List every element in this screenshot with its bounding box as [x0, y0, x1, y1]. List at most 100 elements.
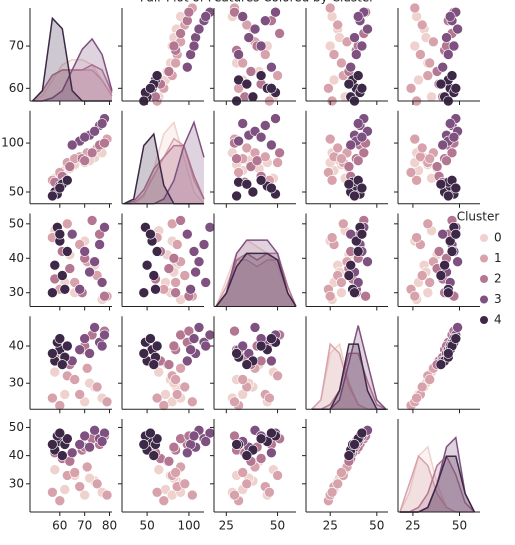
scatter-point [179, 478, 191, 490]
scatter-point [448, 40, 460, 52]
scatter-point [69, 467, 80, 478]
scatter-point [241, 478, 253, 490]
scatter-point [66, 228, 78, 240]
scatter-point [422, 287, 434, 299]
scatter-point [345, 259, 357, 271]
scatter-point [409, 2, 421, 14]
scatter-point [424, 153, 436, 164]
scatter-point [198, 239, 210, 250]
legend-label: 4 [494, 313, 502, 327]
scatter-point [435, 270, 447, 281]
scatter-point [422, 70, 434, 81]
kde-area [311, 344, 387, 410]
kde-area [399, 456, 475, 512]
scatter-point [266, 83, 277, 94]
scatter-point [229, 489, 240, 501]
kde-line [399, 454, 475, 513]
scatter-point [74, 481, 85, 492]
panel: 30 40 50 [9, 213, 113, 311]
scatter-point [171, 239, 183, 250]
panel: 30 40 [9, 316, 113, 414]
scatter-point [145, 83, 156, 94]
scatter-point [439, 259, 450, 271]
scatter-point [148, 450, 160, 461]
scatter-point [145, 333, 156, 344]
kde-line [32, 58, 113, 102]
scatter-point [350, 235, 362, 247]
scatter-point [435, 78, 447, 90]
scatter-point [452, 322, 463, 333]
scatter-point [337, 218, 349, 230]
scatter-point [336, 277, 347, 288]
scatter-point [170, 287, 181, 299]
scatter-point [168, 252, 180, 264]
scatter-point [163, 263, 175, 274]
x-tick-label: 25 [323, 519, 338, 533]
scatter-point [64, 263, 76, 274]
scatter-point [452, 256, 463, 268]
scatter-point [233, 49, 244, 60]
panel [302, 2, 388, 107]
scatter-point [241, 450, 253, 461]
y-tick-label: 30 [9, 285, 24, 299]
scatter-point [84, 441, 95, 453]
kde-area [32, 64, 112, 101]
scatter-point [47, 190, 58, 202]
scatter-point [255, 340, 267, 352]
scatter-point [153, 366, 165, 378]
scatter-point [349, 190, 360, 202]
scatter-point [66, 447, 78, 459]
scatter-point [405, 167, 417, 178]
kde-line [32, 37, 113, 102]
scatter-point [435, 178, 447, 190]
scatter-point [442, 190, 454, 202]
panel [394, 316, 480, 414]
scatter-point [74, 439, 85, 450]
scatter-point [49, 366, 61, 378]
scatter-point [79, 131, 90, 143]
scatter-point [79, 246, 90, 257]
scatter-point [441, 155, 452, 166]
scatter-point [336, 153, 347, 164]
legend-marker [480, 316, 488, 324]
scatter-point [153, 464, 165, 476]
scatter-point [349, 32, 360, 43]
legend-label: 0 [494, 231, 502, 245]
scatter-point [324, 133, 336, 145]
scatter-point [259, 15, 271, 27]
scatter-point [416, 19, 428, 31]
scatter-point [200, 277, 211, 288]
scatter-point [237, 118, 248, 129]
scatter-point [266, 355, 277, 367]
scatter-point [188, 430, 200, 442]
scatter-point [99, 290, 110, 302]
scatter-point [66, 139, 78, 151]
scatter-point [86, 215, 98, 226]
scatter-point [416, 381, 428, 393]
scatter-point [324, 290, 336, 302]
kde-area [123, 134, 204, 204]
scatter-point [231, 439, 242, 450]
scatter-point [233, 135, 244, 147]
scatter-point [204, 329, 216, 341]
panel [118, 316, 216, 414]
scatter-point [150, 283, 161, 295]
scatter-point [356, 182, 368, 194]
scatter-point [185, 283, 196, 295]
scatter-point [336, 57, 347, 69]
kde-area [32, 18, 112, 101]
scatter-point [237, 340, 248, 352]
x-tick-label: 50 [139, 519, 154, 533]
scatter-point [255, 453, 267, 464]
scatter-point [193, 256, 205, 268]
panel: 25 50 [210, 419, 296, 533]
scatter-point [270, 113, 281, 124]
scatter-point [442, 49, 454, 60]
scatter-point [84, 266, 95, 278]
legend-label: 3 [494, 292, 502, 306]
x-tick-label: 60 [52, 519, 67, 533]
scatter-point [409, 40, 421, 52]
scatter-point [409, 133, 421, 145]
scatter-point [433, 246, 445, 257]
